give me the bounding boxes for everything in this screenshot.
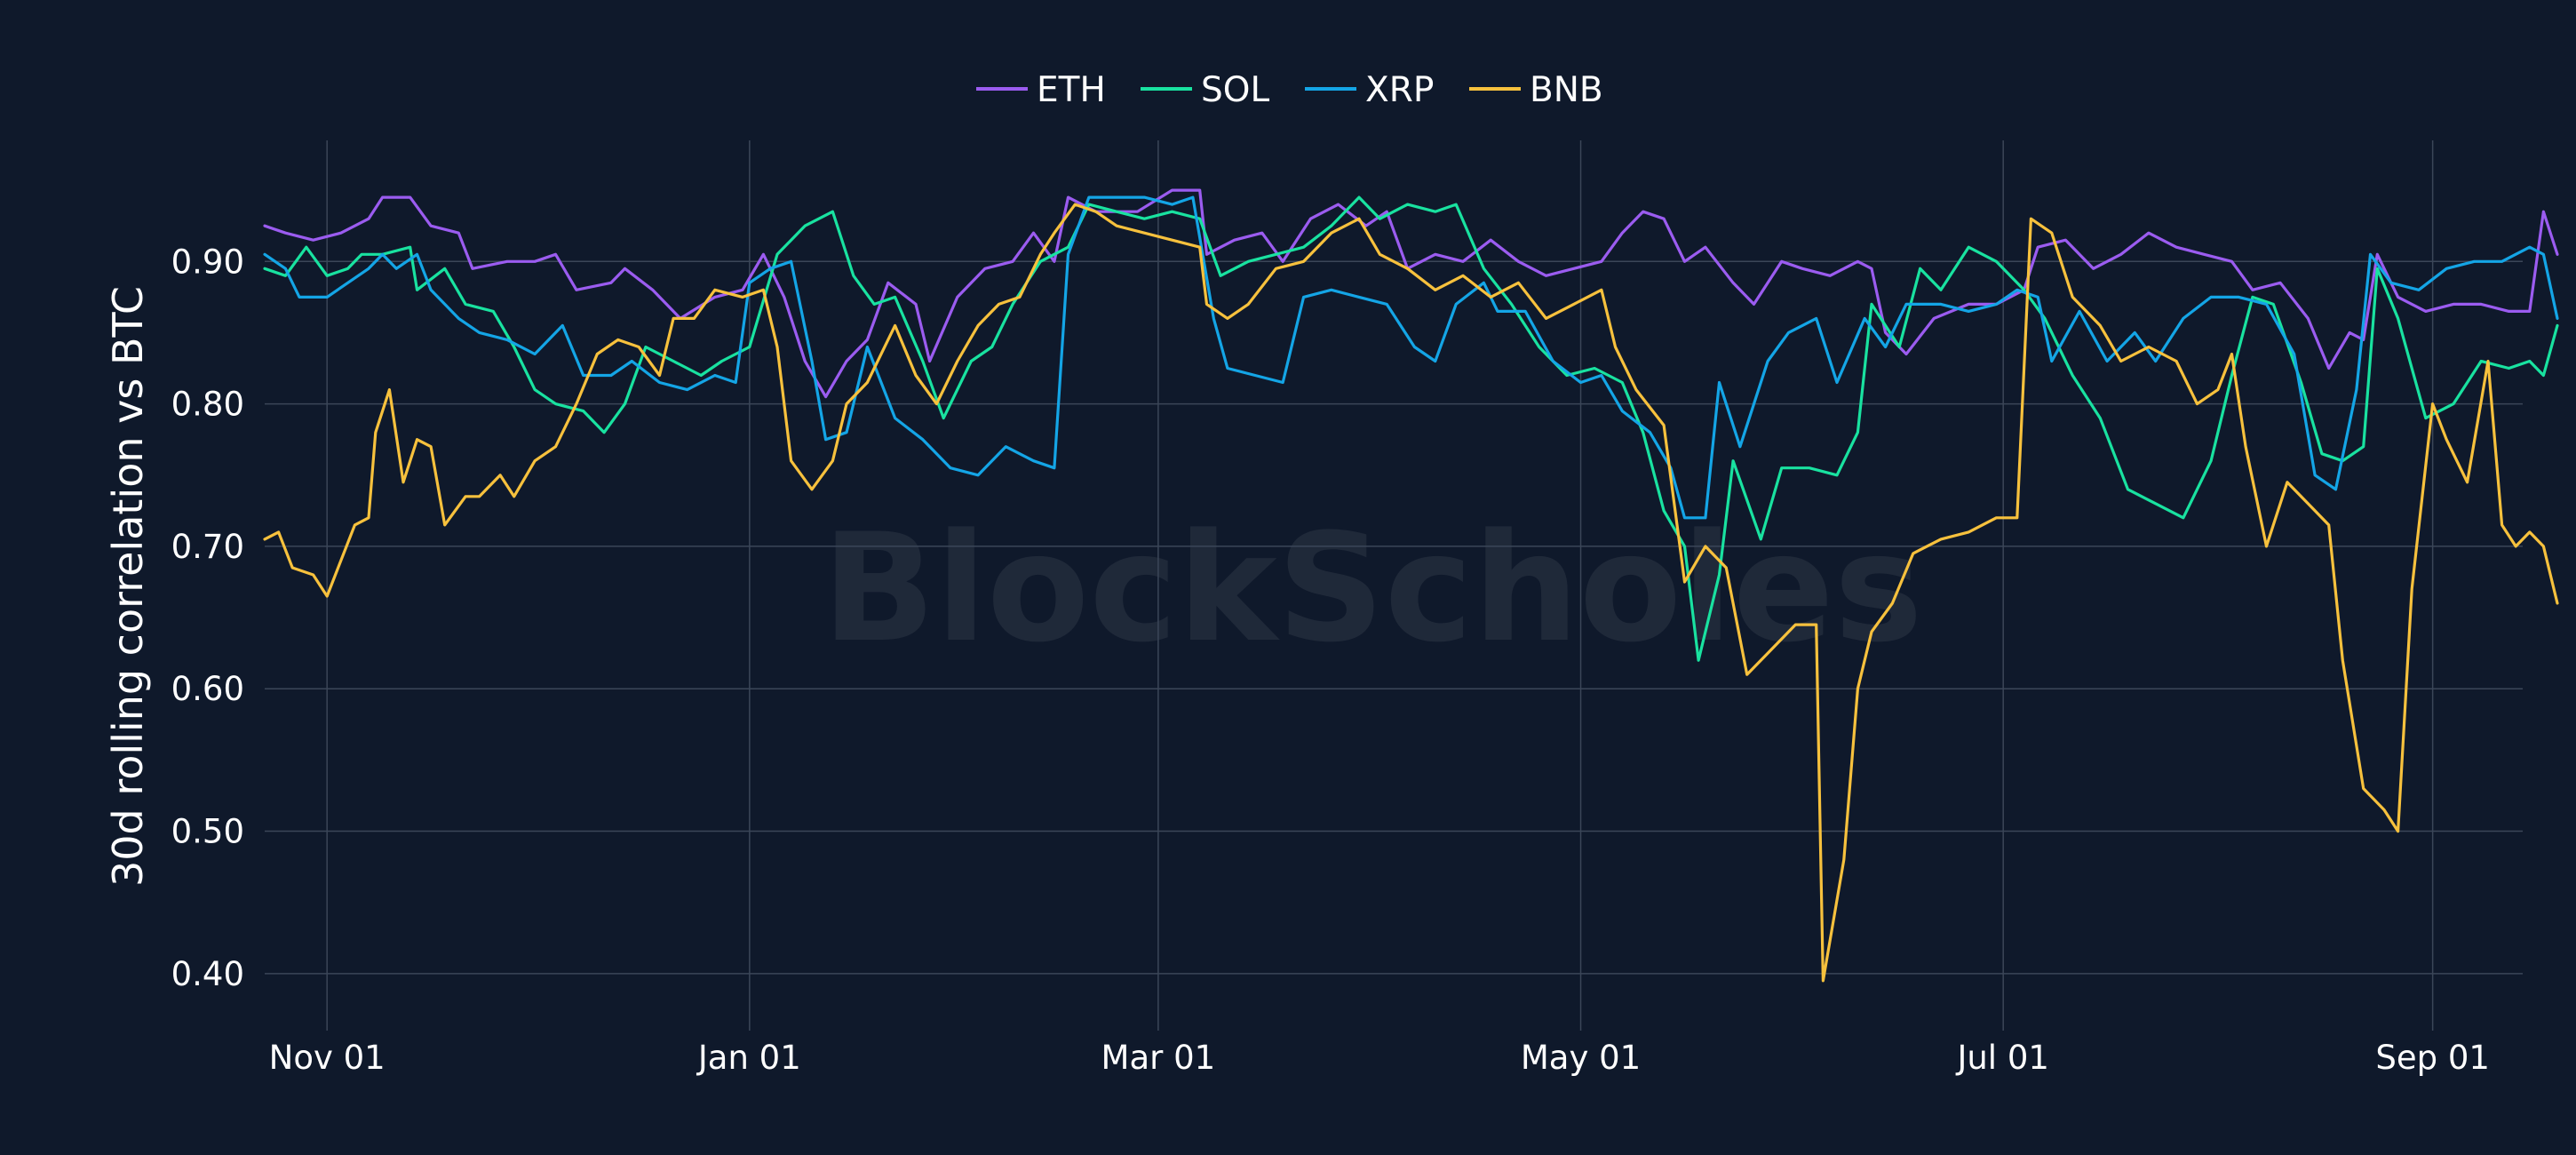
- y-tick-label: 0.50: [171, 813, 244, 851]
- y-tick-label: 0.40: [171, 955, 244, 993]
- x-tick-label: Mar 01: [1101, 1039, 1216, 1077]
- x-tick-label: Sep 01: [2375, 1039, 2490, 1077]
- y-axis-ticks: 0.40 0.50 0.60 0.70 0.80 0.90: [171, 243, 244, 993]
- x-tick-label: Jul 01: [1955, 1039, 2048, 1077]
- x-tick-label: Nov 01: [269, 1039, 386, 1077]
- series-line-bnb: [263, 203, 2559, 983]
- y-tick-label: 0.70: [171, 528, 244, 566]
- y-tick-label: 0.80: [171, 386, 244, 424]
- legend-item-bnb[interactable]: BNB: [1469, 70, 1603, 110]
- x-tick-label: Jan 01: [696, 1039, 801, 1077]
- legend-label: XRP: [1365, 70, 1434, 110]
- legend-label: ETH: [1037, 70, 1106, 110]
- y-tick-label: 0.60: [171, 670, 244, 708]
- series-line-eth: [263, 188, 2559, 399]
- legend-item-sol[interactable]: SOL: [1141, 70, 1269, 110]
- y-tick-label: 0.90: [171, 243, 244, 281]
- legend-label: SOL: [1201, 70, 1269, 110]
- series-line-sol: [263, 195, 2559, 662]
- series-line-xrp: [263, 195, 2559, 520]
- legend-label: BNB: [1530, 70, 1603, 110]
- watermark: BlockScholes: [822, 501, 1923, 675]
- legend-item-eth[interactable]: ETH: [976, 70, 1106, 110]
- legend-item-xrp[interactable]: XRP: [1305, 70, 1434, 110]
- x-tick-label: May 01: [1521, 1039, 1641, 1077]
- legend: ETH SOL XRP BNB: [976, 70, 1603, 110]
- series-layer: [263, 188, 2559, 983]
- x-axis-ticks: Nov 01 Jan 01 Mar 01 May 01 Jul 01 Sep 01: [269, 1039, 2490, 1077]
- y-axis-title: 30d rolling correlation vs BTC: [104, 286, 152, 887]
